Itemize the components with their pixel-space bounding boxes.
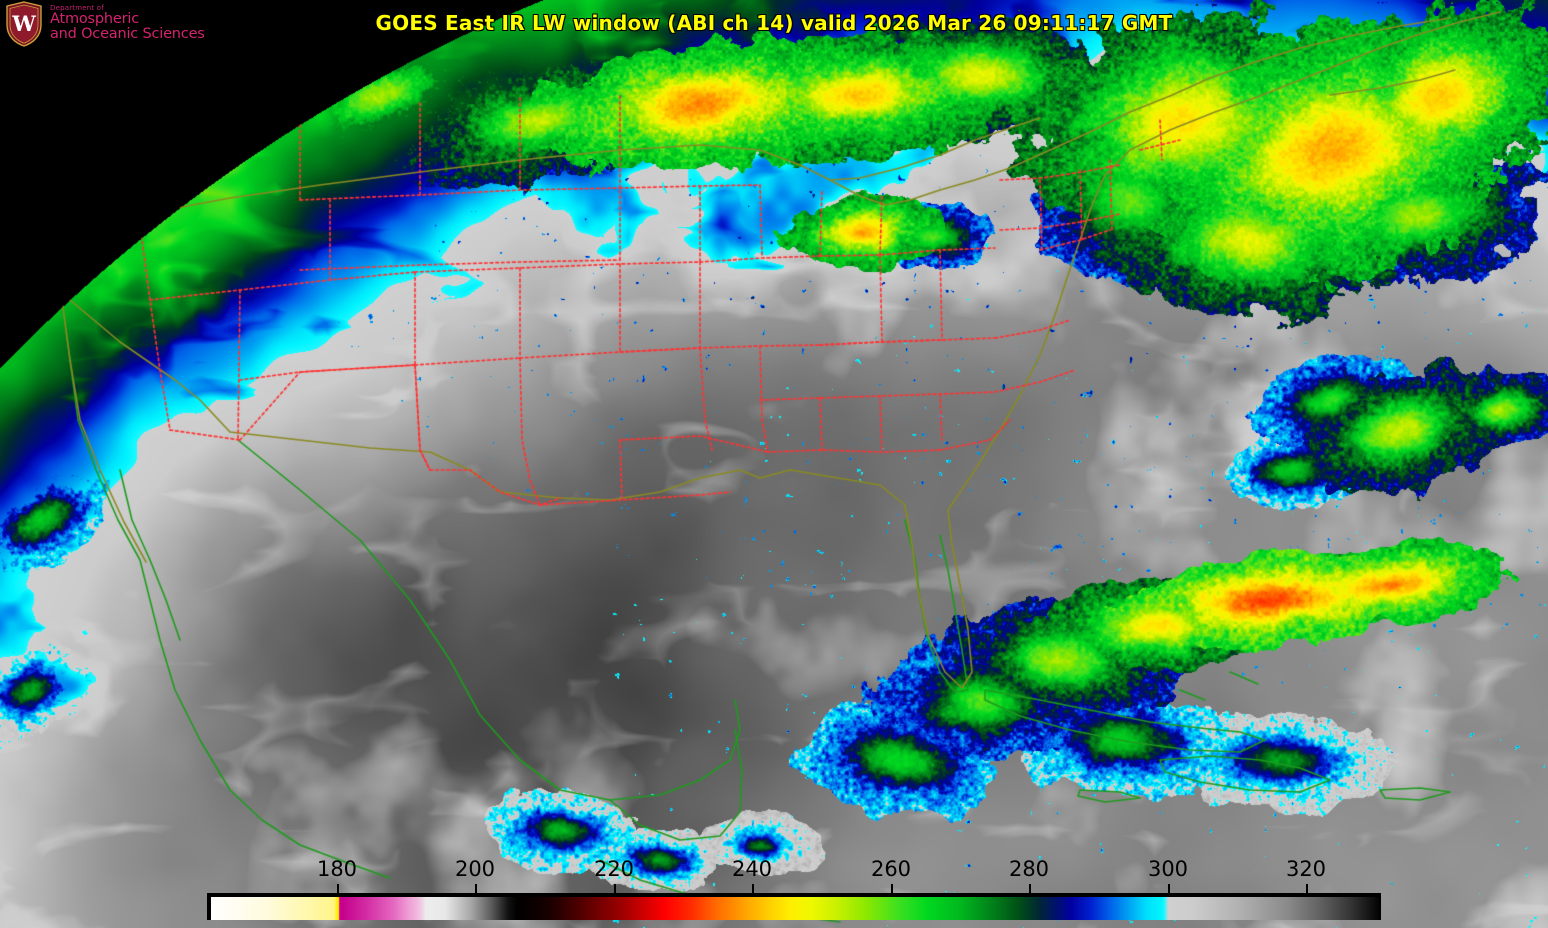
colorbar-tick-label: 200 (454, 857, 496, 881)
colorbar-tick (1168, 884, 1170, 893)
svg-text:W: W (11, 11, 36, 36)
colorbar-tick (1306, 884, 1308, 893)
colorbar-tick (475, 884, 477, 893)
colorbar-tick-label: 280 (1008, 857, 1050, 881)
colorbar-tick-label: 220 (593, 857, 635, 881)
logo-line-2: and Oceanic Sciences (50, 26, 205, 43)
colorbar-tick (337, 884, 339, 893)
colorbar-tick-label: 180 (316, 857, 358, 881)
colorbar-tick (614, 884, 616, 893)
logo-text: Department of Atmospheric and Oceanic Sc… (50, 5, 205, 42)
logo-line-1: Atmospheric (50, 11, 139, 28)
colorbar-gradient (211, 897, 1381, 920)
uw-crest-icon: W (4, 1, 44, 47)
colorbar-tick-label: 260 (870, 857, 912, 881)
colorbar-frame (207, 893, 1381, 920)
colorbar-tick (1029, 884, 1031, 893)
logo-department-line: Department of (50, 4, 104, 13)
colorbar-tick-label: 320 (1285, 857, 1327, 881)
colorbar: 180 200 220 240 260 280 300 320 (207, 857, 1381, 920)
colorbar-tick-label: 240 (731, 857, 773, 881)
uw-aos-logo: W Department of Atmospheric and Oceanic … (0, 0, 205, 47)
colorbar-tick (752, 884, 754, 893)
colorbar-tick (891, 884, 893, 893)
colorbar-tick-label: 300 (1147, 857, 1189, 881)
